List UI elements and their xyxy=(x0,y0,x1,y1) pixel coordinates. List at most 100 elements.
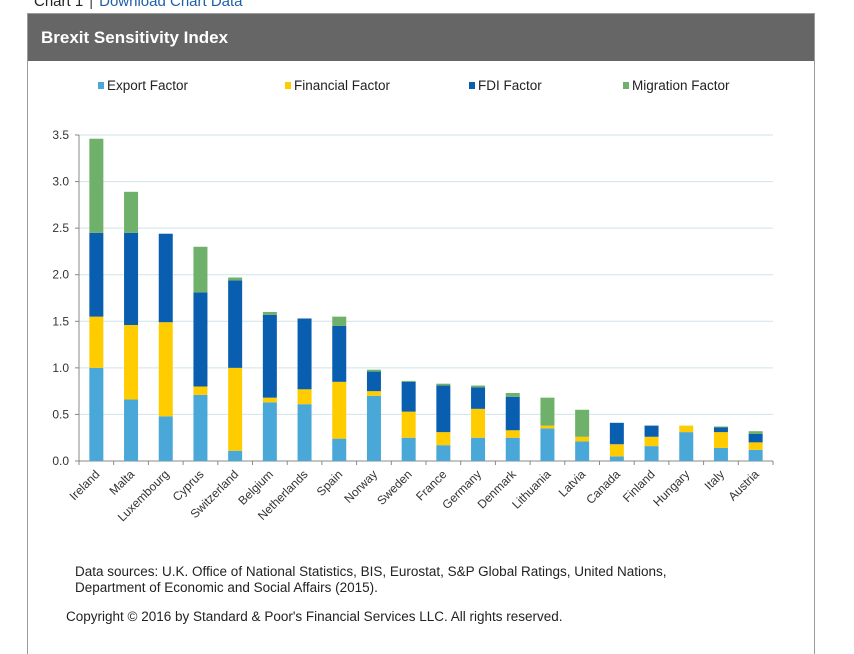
bar-segment-export-factor xyxy=(332,438,347,461)
legend-item-migration-factor: Migration Factor xyxy=(623,78,730,93)
bar-segment-export-factor xyxy=(193,394,208,461)
y-tick-label: 2.0 xyxy=(52,268,69,282)
chart-legend: Export Factor Financial Factor FDI Factor M… xyxy=(28,78,814,98)
bar-segment-export-factor xyxy=(609,456,624,461)
y-tick-label: 0.5 xyxy=(52,407,69,421)
bar-segment-fdi-factor xyxy=(89,232,104,317)
bar-segment-migration-factor xyxy=(89,138,104,233)
download-chart-data-link[interactable]: Download Chart Data xyxy=(99,0,243,10)
bar-segment-financial-factor xyxy=(332,381,347,439)
bar-segment-migration-factor xyxy=(540,397,555,426)
legend-item-export-factor: Export Factor xyxy=(98,78,188,93)
bar-segment-fdi-factor xyxy=(124,232,139,326)
bar-segment-migration-factor xyxy=(124,191,139,233)
bar-segment-financial-factor xyxy=(713,432,728,448)
x-tick-label: Sweden xyxy=(374,467,415,508)
bar-segment-fdi-factor xyxy=(228,280,243,368)
bar-segment-fdi-factor xyxy=(471,387,486,409)
bar-segment-migration-factor xyxy=(748,431,763,434)
bar-segment-migration-factor xyxy=(262,311,277,315)
bar-segment-fdi-factor xyxy=(609,422,624,445)
legend-swatch xyxy=(469,82,475,89)
legend-label: Export Factor xyxy=(107,78,189,93)
bar-segment-fdi-factor xyxy=(644,425,659,437)
bar-segment-export-factor xyxy=(124,399,139,461)
copyright-note: Copyright © 2016 by Standard & Poor's Fi… xyxy=(66,609,563,624)
bar-segment-financial-factor xyxy=(401,411,416,438)
data-sources-note: Data sources: U.K. Office of National St… xyxy=(75,564,667,596)
bar-segment-fdi-factor xyxy=(505,396,520,431)
chart-number-label: Chart 1 xyxy=(34,0,84,10)
bar-segment-financial-factor xyxy=(609,444,624,457)
bar-segment-migration-factor xyxy=(575,409,590,437)
bar-segment-export-factor xyxy=(575,441,590,461)
bar-segment-export-factor xyxy=(471,437,486,461)
bar-segment-financial-factor xyxy=(644,436,659,447)
data-sources-line-2: Department of Economic and Social Affair… xyxy=(75,580,378,595)
x-tick-label: Malta xyxy=(107,467,138,498)
legend-label: Financial Factor xyxy=(294,78,391,93)
bar-segment-fdi-factor xyxy=(436,385,451,433)
y-tick-label: 1.5 xyxy=(52,314,69,328)
bar-segment-export-factor xyxy=(262,402,277,461)
y-tick-label: 0.0 xyxy=(52,454,69,468)
bar-segment-fdi-factor xyxy=(332,325,347,382)
bar-segment-migration-factor xyxy=(401,380,416,382)
y-tick-label: 2.5 xyxy=(52,221,69,235)
bar-segment-financial-factor xyxy=(679,425,694,433)
bar-segment-export-factor xyxy=(713,447,728,461)
bar-segment-migration-factor xyxy=(193,246,208,293)
bar-segment-financial-factor xyxy=(193,386,208,395)
bar-segment-financial-factor xyxy=(505,430,520,438)
bar-segment-export-factor xyxy=(505,437,520,461)
y-tick-label: 3.5 xyxy=(52,128,69,142)
bar-segment-fdi-factor xyxy=(193,292,208,387)
legend-label: FDI Factor xyxy=(478,78,542,93)
bar-segment-migration-factor xyxy=(436,383,451,386)
bar-segment-export-factor xyxy=(297,404,312,461)
bar-segment-export-factor xyxy=(644,446,659,461)
bar-segment-fdi-factor xyxy=(401,381,416,412)
data-sources-line-1: Data sources: U.K. Office of National St… xyxy=(75,564,667,579)
bar-segment-export-factor xyxy=(401,437,416,461)
bar-segment-financial-factor xyxy=(575,436,590,442)
bar-segment-financial-factor xyxy=(124,325,139,400)
legend-item-fdi-factor: FDI Factor xyxy=(469,78,542,93)
bar-segment-fdi-factor xyxy=(748,433,763,443)
legend-label: Migration Factor xyxy=(632,78,730,93)
bar-segment-export-factor xyxy=(158,416,173,461)
bar-segment-financial-factor xyxy=(436,432,451,446)
caption-separator: | xyxy=(89,0,94,10)
chart-panel: Brexit Sensitivity Index Export Factor Fi… xyxy=(27,13,815,654)
bar-segment-fdi-factor xyxy=(262,314,277,398)
bar-segment-export-factor xyxy=(679,432,694,461)
bar-segment-export-factor xyxy=(228,450,243,461)
x-tick-label: Lithuania xyxy=(509,467,554,512)
bar-segment-migration-factor xyxy=(471,385,486,388)
bar-segment-migration-factor xyxy=(228,277,243,281)
bar-segment-financial-factor xyxy=(262,397,277,403)
bar-segment-financial-factor xyxy=(228,367,243,451)
x-tick-label: Italy xyxy=(702,467,727,492)
x-tick-label: Canada xyxy=(583,467,623,507)
y-tick-label: 1.0 xyxy=(52,361,69,375)
x-tick-label: Norway xyxy=(341,467,380,506)
legend-item-financial-factor: Financial Factor xyxy=(285,78,390,93)
chart-caption: Chart 1 | Download Chart Data xyxy=(34,0,243,10)
x-tick-label: Ireland xyxy=(67,467,103,503)
x-tick-label: Spain xyxy=(314,467,346,499)
legend-swatch xyxy=(98,82,104,89)
bar-segment-export-factor xyxy=(366,395,381,461)
bar-segment-export-factor xyxy=(436,445,451,461)
bar-segment-financial-factor xyxy=(540,425,555,429)
chart-title: Brexit Sensitivity Index xyxy=(28,14,814,61)
x-tick-label: Austria xyxy=(725,467,762,504)
bar-segment-financial-factor xyxy=(471,408,486,438)
bar-segment-migration-factor xyxy=(332,316,347,326)
legend-swatch xyxy=(623,82,629,89)
bar-segment-export-factor xyxy=(89,367,104,461)
bar-segment-fdi-factor xyxy=(297,318,312,390)
bar-segment-fdi-factor xyxy=(158,233,173,323)
bar-segment-fdi-factor xyxy=(713,427,728,433)
